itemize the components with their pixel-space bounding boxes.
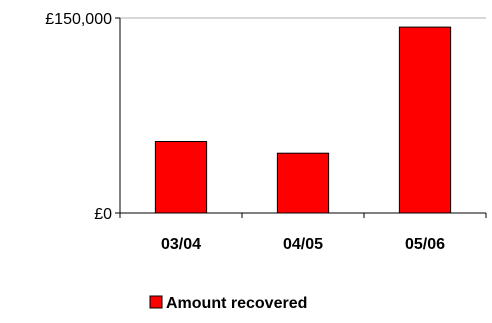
legend-label: Amount recovered xyxy=(166,295,307,312)
x-tick-label: 05/06 xyxy=(405,236,445,253)
x-tick-label: 04/05 xyxy=(283,236,323,253)
y-tick-label: £150,000 xyxy=(45,11,112,28)
legend: Amount recovered xyxy=(149,295,307,312)
x-tick-label: 03/04 xyxy=(161,236,201,253)
axes xyxy=(119,18,486,214)
legend-swatch xyxy=(149,295,163,309)
bar-05-06 xyxy=(398,26,452,214)
bar-03-04 xyxy=(154,141,208,214)
bars xyxy=(154,26,452,214)
y-axis-ticks: £0 £150,000 xyxy=(45,11,120,223)
x-axis-ticks: 03/04 04/05 05/06 xyxy=(119,213,487,253)
y-tick-label: £0 xyxy=(94,206,112,223)
bar-04-05 xyxy=(276,152,330,214)
